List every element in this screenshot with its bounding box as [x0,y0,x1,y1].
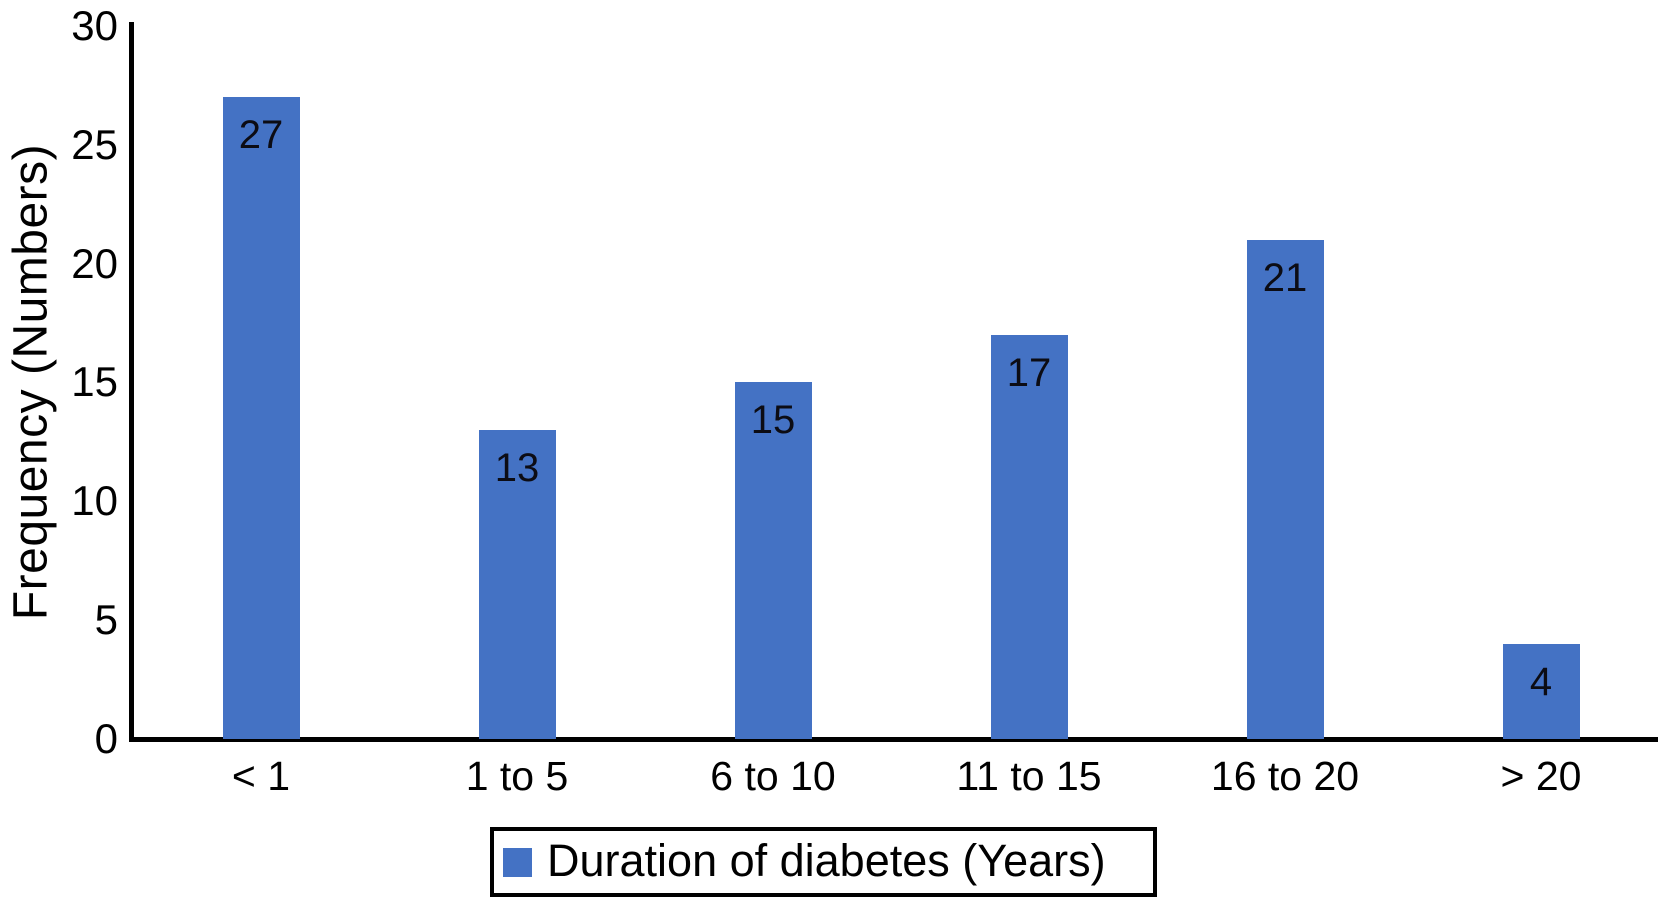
y-axis-line [129,22,134,742]
bar-value-label: 17 [1006,350,1052,395]
x-category-label: > 20 [1500,753,1582,799]
bar [1246,239,1324,739]
bar [478,429,556,739]
x-category-label: 16 to 20 [1210,753,1360,799]
legend-label: Duration of diabetes (Years) [547,834,1106,886]
y-tick-label: 20 [71,239,118,287]
bar [1502,643,1580,739]
x-axis-line [129,737,1658,742]
x-category-label: < 1 [231,753,291,799]
x-category-label: 11 to 15 [956,753,1102,799]
x-category-label: 6 to 10 [710,753,836,799]
bar-value-label: 15 [750,398,796,443]
bar [990,334,1068,739]
y-tick-label: 10 [71,477,118,525]
bar [734,382,812,739]
legend-swatch-icon [503,847,532,877]
bar [222,97,300,739]
bar-value-label: 21 [1262,255,1308,300]
y-tick-label: 0 [94,715,118,762]
legend: Duration of diabetes (Years) [490,827,1157,897]
y-tick-label: 5 [94,596,118,644]
x-category-label: 1 to 5 [465,753,569,799]
bar-value-label: 27 [238,113,284,158]
bar-value-label: 4 [1529,659,1553,704]
y-tick-label: 25 [71,120,118,168]
y-tick-label: 30 [71,1,118,49]
y-tick-label: 15 [71,358,118,406]
bar-value-label: 13 [494,445,540,490]
